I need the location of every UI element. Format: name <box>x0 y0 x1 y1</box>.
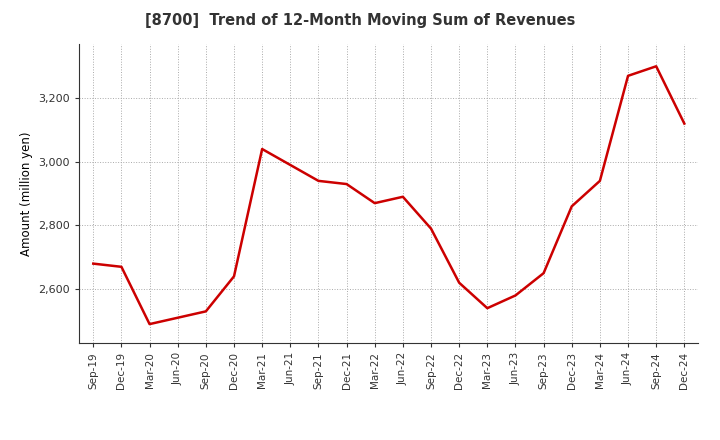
Text: [8700]  Trend of 12-Month Moving Sum of Revenues: [8700] Trend of 12-Month Moving Sum of R… <box>145 13 575 28</box>
Y-axis label: Amount (million yen): Amount (million yen) <box>20 132 33 256</box>
